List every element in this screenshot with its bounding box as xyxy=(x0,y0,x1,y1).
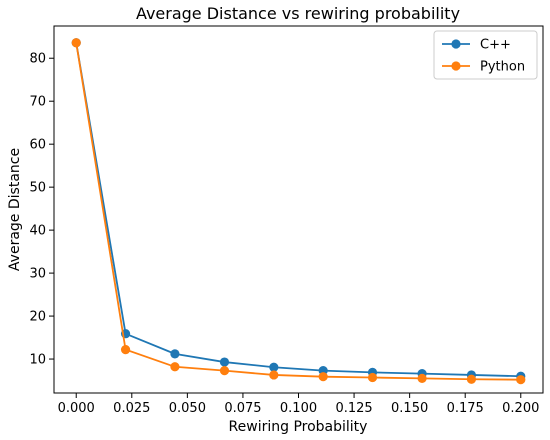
plot-area-frame xyxy=(53,25,544,394)
data-point xyxy=(269,370,279,380)
y-tick-label: 50 xyxy=(29,181,46,196)
series-line xyxy=(75,42,521,381)
data-point xyxy=(170,362,180,372)
legend-label: C++ xyxy=(480,38,511,53)
series-line xyxy=(75,42,521,378)
series-cpp xyxy=(71,38,526,381)
x-tick-label: 0.175 xyxy=(447,401,484,416)
y-tick-label: 20 xyxy=(29,310,46,325)
data-point xyxy=(417,373,427,383)
y-tick-label: 10 xyxy=(29,353,46,368)
y-tick-label: 70 xyxy=(29,95,46,110)
y-axis-label: Average Distance xyxy=(7,148,23,271)
x-tick-label: 0.100 xyxy=(280,401,317,416)
data-point xyxy=(466,374,477,384)
data-point xyxy=(219,357,230,367)
data-point xyxy=(71,38,81,48)
x-tick-label: 0.125 xyxy=(335,401,372,416)
data-point xyxy=(318,372,328,382)
y-tick-label: 30 xyxy=(29,267,46,282)
legend-marker xyxy=(451,39,461,49)
y-tick-label: 60 xyxy=(29,138,46,153)
chart-title: Average Distance vs rewiring probability xyxy=(136,4,460,23)
y-tick-label: 80 xyxy=(29,52,46,67)
x-axis-label: Rewiring Probability xyxy=(229,419,368,435)
data-point xyxy=(367,372,378,383)
data-point xyxy=(516,375,526,385)
y-tick-label: 40 xyxy=(29,224,46,239)
legend-item: C++ xyxy=(442,38,511,53)
x-tick-label: 0.050 xyxy=(169,401,206,416)
legend-item: Python xyxy=(442,60,525,75)
data-point xyxy=(120,344,131,355)
x-tick-label: 0.000 xyxy=(58,401,95,416)
x-tick-label: 0.075 xyxy=(224,401,261,416)
series-python xyxy=(71,38,526,385)
data-point xyxy=(219,366,230,376)
x-tick-label: 0.150 xyxy=(391,401,428,416)
x-axis-ticks: 0.000 0.025 0.050 0.075 0.100 0.125 0.150 0.175… xyxy=(58,393,539,416)
legend: C++ Python xyxy=(433,30,538,80)
legend-marker xyxy=(451,61,461,71)
series-layer xyxy=(71,38,526,385)
y-axis-ticks: 10 20 30 40 50 60 70 80 xyxy=(29,52,54,368)
legend-label: Python xyxy=(480,60,525,75)
x-tick-label: 0.025 xyxy=(113,401,150,416)
data-point xyxy=(170,349,180,359)
data-point xyxy=(269,362,279,372)
x-tick-label: 0.200 xyxy=(502,401,539,416)
